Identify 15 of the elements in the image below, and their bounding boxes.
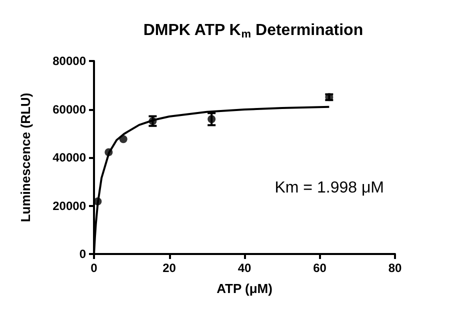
point	[119, 135, 128, 144]
y-tick-label: 40000	[52, 150, 86, 164]
x-tick-label: 60	[313, 261, 327, 275]
x-tick-label: 40	[238, 261, 252, 275]
y-tick-label: 80000	[52, 54, 86, 68]
x-tick-label: 80	[388, 261, 402, 275]
x-tick-label: 20	[162, 261, 176, 275]
x-axis-title: ATP (μM)	[216, 281, 272, 296]
x-tick-label: 0	[90, 261, 98, 275]
y-axis-title: Luminescence (RLU)	[18, 92, 33, 222]
y-tick-label: 60000	[52, 102, 86, 116]
annotation: Km = 1.998 μM	[274, 180, 384, 196]
y-tick-label: 20000	[52, 198, 86, 213]
y-tick-label: 0	[79, 247, 86, 261]
point	[104, 148, 113, 156]
